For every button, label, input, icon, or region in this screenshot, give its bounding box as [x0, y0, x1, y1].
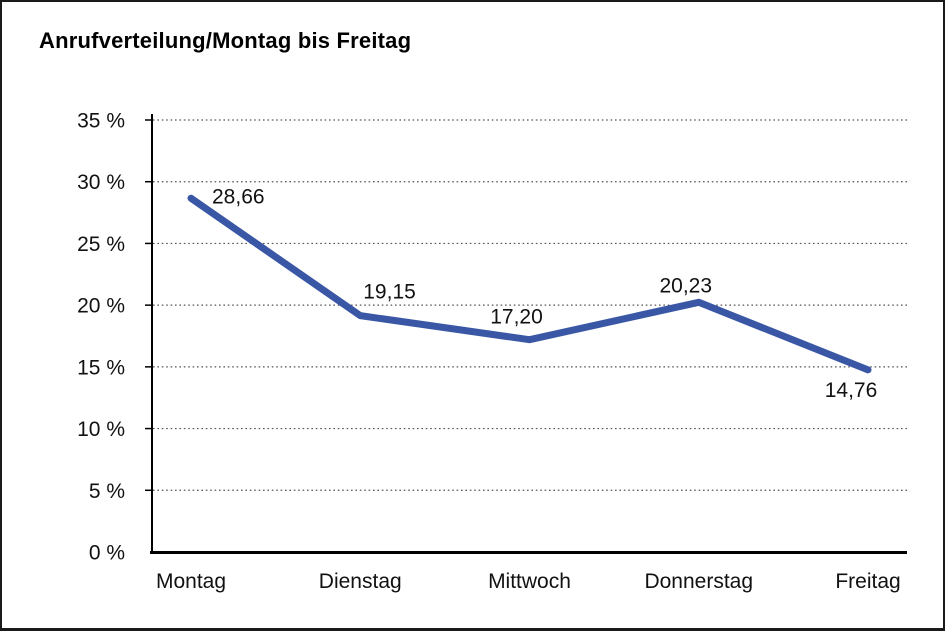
data-point-label: 28,66	[212, 185, 265, 208]
y-tick-label: 0 %	[89, 542, 125, 565]
x-category-label: Freitag	[835, 570, 900, 593]
y-tick-label: 10 %	[77, 418, 125, 441]
x-category-label: Dienstag	[319, 570, 402, 593]
data-point-label: 14,76	[825, 379, 878, 402]
data-point-label: 17,20	[490, 306, 543, 329]
series-line	[187, 194, 872, 374]
data-point-label: 20,23	[659, 274, 712, 297]
y-tick-label: 35 %	[77, 110, 125, 133]
x-category-label: Mittwoch	[488, 570, 571, 593]
y-tick-label: 5 %	[89, 480, 125, 503]
y-tick-label: 20 %	[77, 295, 125, 318]
data-point-label: 19,15	[363, 281, 416, 304]
x-category-label: Montag	[156, 570, 226, 593]
y-tick-label: 25 %	[77, 233, 125, 256]
x-category-label: Donnerstag	[644, 570, 753, 593]
chart-title: Anrufverteilung/Montag bis Freitag	[39, 28, 412, 53]
y-tick-label: 15 %	[77, 356, 125, 379]
y-tick-label: 30 %	[77, 171, 125, 194]
